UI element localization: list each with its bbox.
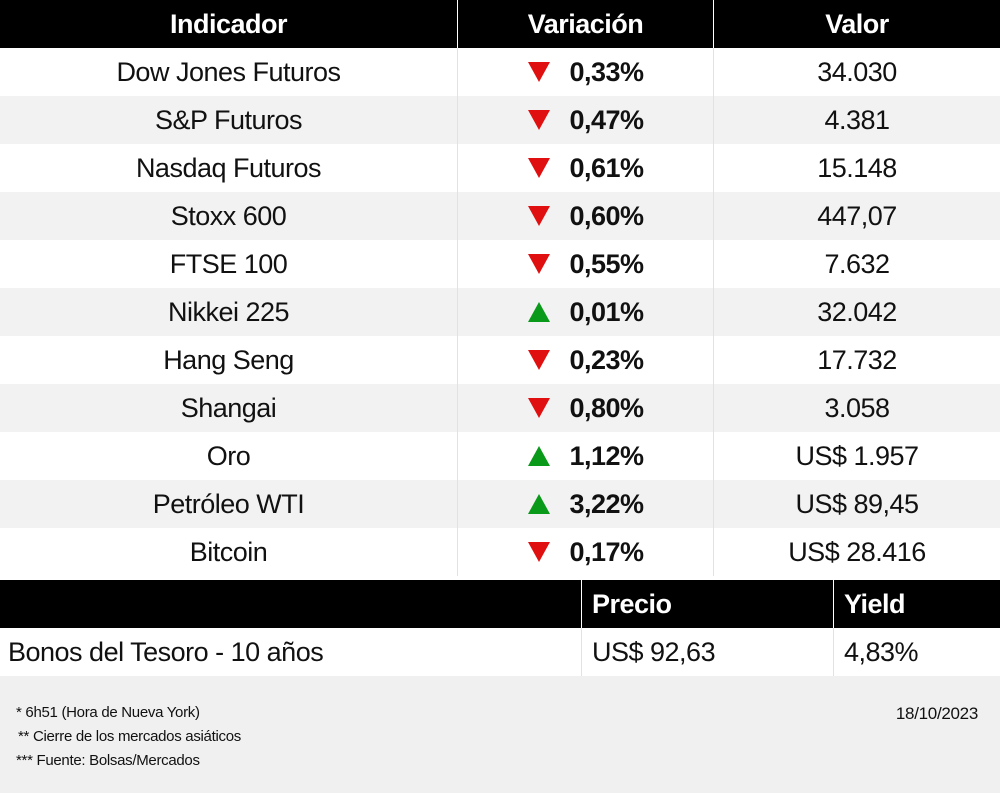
variation-cell: 1,12% xyxy=(458,432,714,480)
arrow-down xyxy=(528,158,551,178)
variation: 0,55% xyxy=(569,248,644,279)
variation-cell: 0,33% xyxy=(458,48,714,96)
footnote: *** Fuente: Bolsas/Mercados xyxy=(16,752,200,769)
footnote: * 6h51 (Hora de Nueva York) xyxy=(16,704,200,721)
trend-arrow xyxy=(528,110,551,130)
header-cell: Valor xyxy=(825,8,889,39)
variation: 0,60% xyxy=(569,200,644,231)
bond-price: US$ 92,63 xyxy=(582,628,834,676)
variation-cell: 0,61% xyxy=(458,144,714,192)
table-row: FTSE 100 0,55% 7.632 xyxy=(0,240,1000,288)
table-row: Oro 1,12% US$ 1.957 xyxy=(0,432,1000,480)
header-cell: Variación xyxy=(458,0,714,48)
value: 32.042 xyxy=(817,296,897,327)
date: 18/10/2023 xyxy=(895,704,978,723)
arrow-up xyxy=(528,302,551,322)
variation: 0,47% xyxy=(569,104,644,135)
arrow-down xyxy=(528,62,551,82)
variation: 0,17% xyxy=(569,536,644,567)
value: 4.381 xyxy=(824,104,890,135)
indicator-name: Bitcoin xyxy=(0,528,458,576)
bond-name: Bonos del Tesoro - 10 años xyxy=(0,628,582,676)
table-row: S&P Futuros 0,47% 4.381 xyxy=(0,96,1000,144)
variation: 0,33% xyxy=(569,56,644,87)
variation-cell: 0,17% xyxy=(458,528,714,576)
indicator-name: Hang Seng xyxy=(0,336,458,384)
indicator-name: Nikkei 225 xyxy=(0,288,458,336)
bonds-header: Precio Yield xyxy=(0,580,1000,628)
indicator-name: Stoxx 600 xyxy=(0,192,458,240)
table-header: Indicador Variación Valor xyxy=(0,0,1000,48)
value: US$ 1.957 xyxy=(795,440,919,471)
arrow-down xyxy=(528,542,551,562)
arrow-down xyxy=(528,110,551,130)
variation-cell: 0,80% xyxy=(458,384,714,432)
variation: 1,12% xyxy=(569,440,644,471)
table-row: Dow Jones Futuros 0,33% 34.030 xyxy=(0,48,1000,96)
trend-arrow xyxy=(528,542,551,562)
header-cell: Yield xyxy=(844,588,906,619)
variation-cell: 3,22% xyxy=(458,480,714,528)
variation: 0,01% xyxy=(569,296,644,327)
table-row: Nasdaq Futuros 0,61% 15.148 xyxy=(0,144,1000,192)
indicator-name: Oro xyxy=(0,432,458,480)
table-row: Shangai 0,80% 3.058 xyxy=(0,384,1000,432)
variation-cell: 0,01% xyxy=(458,288,714,336)
variation: 3,22% xyxy=(569,488,644,519)
indicator-name: Shangai xyxy=(0,384,458,432)
trend-arrow xyxy=(528,398,551,418)
arrow-down xyxy=(528,398,551,418)
indicator-name: FTSE 100 xyxy=(0,240,458,288)
trend-arrow xyxy=(528,350,551,370)
trend-arrow xyxy=(528,62,551,82)
trend-arrow xyxy=(528,158,551,178)
table-row: Bitcoin 0,17% US$ 28.416 xyxy=(0,528,1000,576)
footer: * 6h51 (Hora de Nueva York) ** Cierre de… xyxy=(0,676,1000,793)
value: 15.148 xyxy=(817,152,897,183)
value: 7.632 xyxy=(824,248,890,279)
table-row: Nikkei 225 0,01% 32.042 xyxy=(0,288,1000,336)
trend-arrow xyxy=(528,446,551,466)
indicator-name: Dow Jones Futuros xyxy=(0,48,458,96)
trend-arrow xyxy=(528,494,551,514)
variation: 0,23% xyxy=(569,344,644,375)
footnote: ** Cierre de los mercados asiáticos xyxy=(18,728,241,745)
trend-arrow xyxy=(528,302,551,322)
header-cell xyxy=(0,580,582,628)
variation: 0,61% xyxy=(569,152,644,183)
bond-yield: 4,83% xyxy=(844,636,919,667)
indicator-name: Nasdaq Futuros xyxy=(0,144,458,192)
value: 34.030 xyxy=(817,56,897,87)
table-row: Stoxx 600 0,60% 447,07 xyxy=(0,192,1000,240)
trend-arrow xyxy=(528,206,551,226)
arrow-up xyxy=(528,494,551,514)
arrow-down xyxy=(528,206,551,226)
header-cell: Precio xyxy=(582,580,834,628)
table-row: Petróleo WTI 3,22% US$ 89,45 xyxy=(0,480,1000,528)
value: US$ 28.416 xyxy=(788,536,926,567)
indicator-name: Petróleo WTI xyxy=(0,480,458,528)
trend-arrow xyxy=(528,254,551,274)
bonds-row: Bonos del Tesoro - 10 años US$ 92,63 4,8… xyxy=(0,628,1000,676)
value: 3.058 xyxy=(824,392,890,423)
value: US$ 89,45 xyxy=(795,488,919,519)
indicator-name: S&P Futuros xyxy=(0,96,458,144)
arrow-up xyxy=(528,446,551,466)
arrow-down xyxy=(528,254,551,274)
value: 17.732 xyxy=(817,344,897,375)
header-cell: Indicador xyxy=(0,0,458,48)
arrow-down xyxy=(528,350,551,370)
value: 447,07 xyxy=(817,200,897,231)
variation-cell: 0,23% xyxy=(458,336,714,384)
variation-cell: 0,55% xyxy=(458,240,714,288)
variation: 0,80% xyxy=(569,392,644,423)
variation-cell: 0,60% xyxy=(458,192,714,240)
variation-cell: 0,47% xyxy=(458,96,714,144)
table-row: Hang Seng 0,23% 17.732 xyxy=(0,336,1000,384)
